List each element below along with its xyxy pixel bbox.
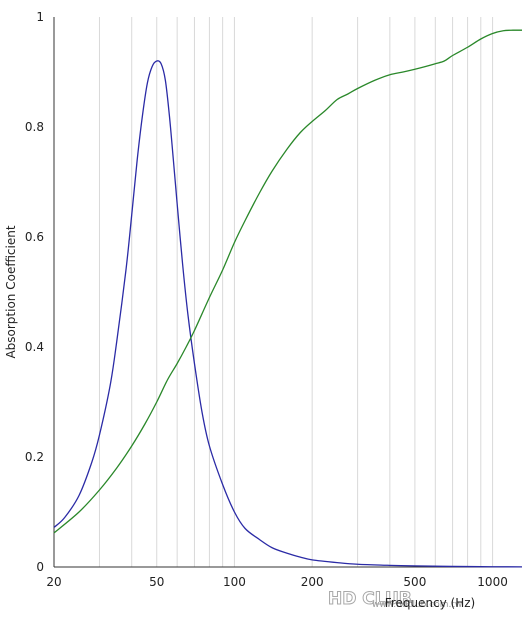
gridlines bbox=[98, 17, 494, 567]
x-tick-label: 50 bbox=[149, 575, 164, 589]
y-tick-label: 0.4 bbox=[25, 340, 44, 354]
y-tick-label: 1 bbox=[36, 10, 44, 24]
watermark-url: www.hdclub.com.tw bbox=[372, 600, 462, 610]
watermark: HD CLUB www.hdclub.com.tw bbox=[328, 589, 463, 611]
y-axis-title: Absorption Coefficient bbox=[4, 225, 18, 358]
y-tick-label: 0.8 bbox=[25, 120, 44, 134]
x-tick-label: 100 bbox=[223, 575, 246, 589]
x-axis-title: Frequency (Hz) bbox=[385, 596, 476, 610]
series-layer bbox=[53, 29, 522, 568]
x-tick-label: 200 bbox=[301, 575, 324, 589]
y-tick-label: 0 bbox=[36, 560, 44, 574]
x-tick-label: 1000 bbox=[477, 575, 508, 589]
x-tick-label: 20 bbox=[46, 575, 61, 589]
y-tick-labels: 0 0.2 0.4 0.6 0.8 1 bbox=[25, 10, 44, 574]
y-tick-label: 0.6 bbox=[25, 230, 44, 244]
watermark-logo: HD CLUB bbox=[328, 589, 412, 609]
series-line-blue bbox=[53, 60, 522, 568]
axes bbox=[53, 17, 522, 568]
x-tick-label: 500 bbox=[403, 575, 426, 589]
y-tick-label: 0.2 bbox=[25, 450, 44, 464]
x-tick-labels: 20 50 100 200 500 1000 bbox=[46, 575, 507, 589]
series-line-green bbox=[53, 29, 522, 534]
